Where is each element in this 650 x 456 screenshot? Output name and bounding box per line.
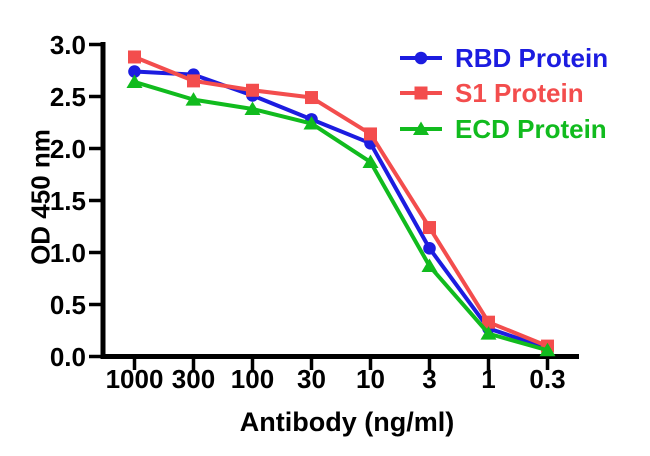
data-point-1-5 bbox=[423, 221, 436, 235]
legend-label-rbd-protein: RBD Protein bbox=[455, 43, 609, 73]
legend-item-ecd-protein: ECD Protein bbox=[399, 114, 607, 144]
x-tick-label: 0.3 bbox=[529, 364, 565, 394]
y-tick-label: 2.5 bbox=[50, 82, 86, 112]
x-tick-label: 100 bbox=[231, 364, 274, 394]
data-point-1-6 bbox=[482, 315, 495, 329]
y-axis-title: OD 450 nm bbox=[25, 129, 56, 265]
data-point-2-3 bbox=[303, 116, 320, 130]
legend-marker-shape-2 bbox=[413, 121, 429, 135]
data-point-2-0 bbox=[126, 74, 143, 88]
data-point-1-0 bbox=[128, 50, 141, 64]
x-tick-label: 10 bbox=[356, 364, 385, 394]
x-tick-label: 30 bbox=[297, 364, 326, 394]
y-tick-label: 0.0 bbox=[50, 342, 86, 372]
data-point-2-2 bbox=[244, 101, 261, 115]
data-point-2-4 bbox=[362, 154, 379, 169]
x-axis-title: Antibody (ng/ml) bbox=[239, 407, 455, 437]
legend-item-rbd-protein: RBD Protein bbox=[399, 43, 608, 73]
y-tick-label: 1.0 bbox=[50, 238, 86, 268]
legend-swatch-circle-icon bbox=[400, 51, 442, 65]
data-point-1-1 bbox=[187, 74, 200, 88]
y-tick-label: 2.0 bbox=[50, 134, 86, 164]
data-point-2-1 bbox=[185, 92, 202, 106]
legend-label-ecd-protein: ECD Protein bbox=[455, 114, 607, 144]
legend-label-s1-protein: S1 Protein bbox=[455, 78, 584, 108]
series-line-1 bbox=[133, 55, 549, 348]
legend-swatch-triangle-icon bbox=[400, 121, 442, 135]
data-point-1-4 bbox=[364, 127, 377, 141]
legend-marker-shape-1 bbox=[414, 86, 428, 100]
legend-swatch-square-icon bbox=[400, 86, 442, 100]
x-tick-label: 1000 bbox=[106, 364, 164, 394]
data-point-1-3 bbox=[305, 91, 318, 105]
series-line-0 bbox=[134, 69, 549, 351]
x-tick-label: 3 bbox=[422, 364, 436, 394]
data-point-2-7 bbox=[539, 342, 556, 357]
legend-marker-shape-0 bbox=[414, 51, 428, 65]
x-tick-label: 1 bbox=[481, 364, 495, 394]
data-point-0-5 bbox=[423, 242, 436, 255]
series-line-2 bbox=[133, 80, 549, 353]
legend-item-s1-protein: S1 Protein bbox=[399, 78, 584, 108]
y-tick-label: 1.5 bbox=[50, 186, 86, 216]
data-point-1-2 bbox=[246, 83, 259, 97]
data-point-2-5 bbox=[421, 258, 438, 273]
x-tick-label: 300 bbox=[172, 364, 215, 394]
y-tick-label: 3.0 bbox=[50, 30, 86, 60]
data-point-0-0 bbox=[128, 65, 141, 78]
data-point-2-6 bbox=[480, 326, 497, 340]
y-tick-label: 0.5 bbox=[50, 290, 86, 320]
